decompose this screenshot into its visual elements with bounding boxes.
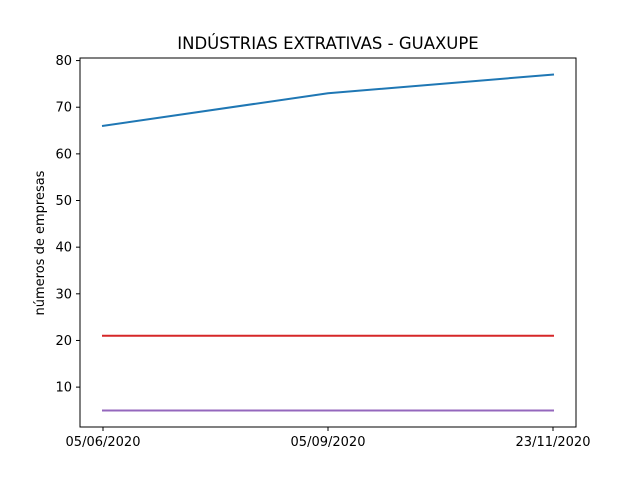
series-line-1	[101, 73, 555, 128]
x-tick-label: 05/06/2020	[66, 435, 141, 450]
x-tick-label: 23/11/2020	[516, 435, 591, 450]
y-axis-label: números de empresas	[33, 170, 48, 315]
x-tick-label: 05/09/2020	[291, 435, 366, 450]
y-tick-label: 50	[55, 194, 72, 209]
y-axis: 10 20 30 40 50 60 70 80	[55, 54, 80, 396]
y-tick-label: 80	[55, 54, 72, 69]
y-tick-label: 70	[55, 101, 72, 116]
y-tick-label: 60	[55, 147, 72, 162]
y-tick-label: 40	[55, 241, 72, 256]
y-tick-label: 20	[55, 334, 72, 349]
plot-content	[101, 73, 555, 412]
plot-frame	[79, 57, 577, 428]
x-axis: 05/06/2020 05/09/2020 23/11/2020	[66, 427, 591, 450]
y-tick-label: 30	[55, 287, 72, 302]
y-tick-label: 10	[55, 381, 72, 396]
chart-title: INDÚSTRIAS EXTRATIVAS - GUAXUPE	[177, 34, 479, 53]
